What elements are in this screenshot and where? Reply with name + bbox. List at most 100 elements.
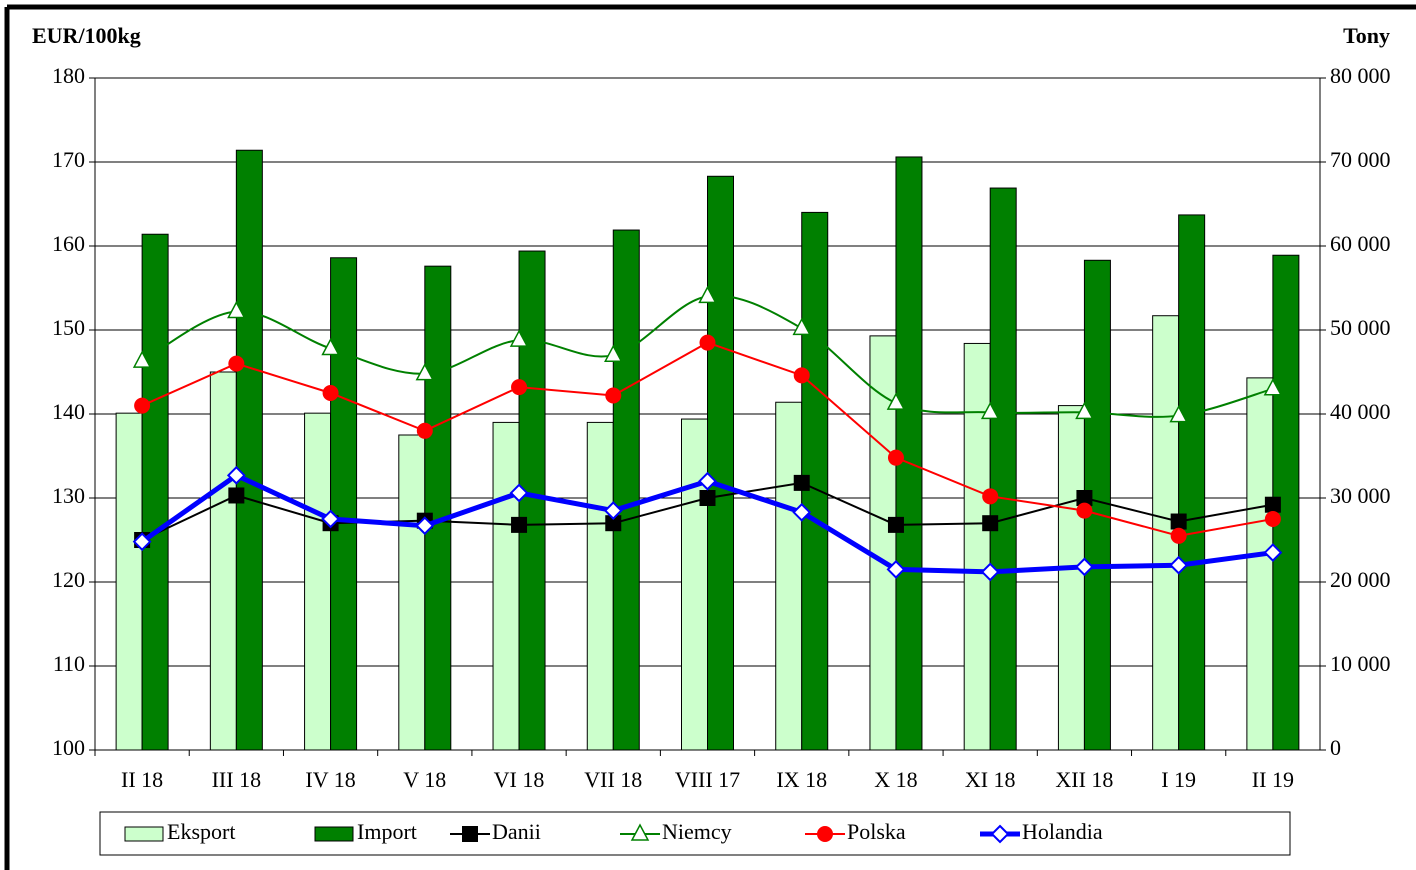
bar [209, 371, 237, 751]
marker [322, 385, 339, 401]
marker [1169, 555, 1189, 575]
legend-label: Niemcy [662, 819, 732, 844]
marker [792, 317, 811, 336]
marker [980, 562, 1000, 582]
x-tick-label: VII 18 [584, 767, 642, 792]
bar [963, 342, 991, 751]
x-tick-label: VI 18 [494, 767, 545, 792]
marker [793, 367, 810, 384]
bar [398, 434, 426, 751]
y2-tick-label: 80 000 [1330, 63, 1391, 88]
bar [330, 257, 358, 751]
marker [699, 490, 716, 506]
marker [698, 285, 717, 304]
legend [99, 811, 1291, 856]
marker [511, 516, 528, 533]
marker [1075, 401, 1094, 420]
bar [586, 421, 614, 751]
bar [304, 412, 332, 751]
marker [134, 397, 151, 414]
legend-marker [462, 826, 478, 842]
x-tick-label: V 18 [403, 767, 446, 792]
marker [1169, 405, 1188, 423]
marker [698, 471, 717, 491]
marker [1263, 378, 1283, 396]
marker [1170, 527, 1187, 544]
bar [1246, 377, 1274, 751]
y2-tick-label: 70 000 [1330, 147, 1391, 172]
marker [603, 501, 623, 521]
marker [416, 422, 433, 439]
legend-swatch [124, 826, 164, 842]
x-tick-label: XII 18 [1055, 767, 1113, 792]
bar [612, 229, 640, 751]
marker [1076, 502, 1093, 519]
legend-label: Holandia [1022, 819, 1103, 844]
marker [699, 334, 716, 351]
marker [509, 483, 529, 503]
x-tick-label: I 19 [1161, 767, 1196, 792]
marker [1075, 557, 1094, 577]
marker [132, 350, 152, 368]
marker [792, 502, 812, 522]
y2-tick-label: 50 000 [1330, 315, 1391, 340]
marker [321, 509, 340, 529]
legend-label: Polska [847, 819, 906, 844]
x-tick-label: IV 18 [305, 767, 355, 792]
marker [604, 344, 623, 362]
marker [886, 392, 906, 410]
legend-swatch [314, 826, 354, 842]
marker [887, 449, 904, 466]
x-tick-label: X 18 [874, 767, 917, 792]
marker [415, 516, 435, 536]
marker [887, 516, 904, 533]
y2-tick-label: 30 000 [1330, 483, 1391, 508]
x-tick-label: II 19 [1252, 767, 1294, 792]
x-tick-label: III 18 [212, 767, 261, 792]
y-tick-label: 180 [52, 63, 85, 88]
y2-axis-title: Tony [1343, 23, 1390, 48]
bar [707, 175, 734, 751]
bar [989, 187, 1017, 751]
y-tick-label: 120 [52, 567, 85, 592]
x-tick-label: VIII 17 [675, 767, 740, 792]
bar [492, 421, 520, 751]
y-tick-label: 100 [52, 735, 85, 760]
marker [415, 363, 435, 381]
bar [681, 418, 708, 751]
y-tick-label: 110 [53, 651, 85, 676]
y2-tick-label: 20 000 [1330, 567, 1391, 592]
legend-label: Import [357, 819, 417, 844]
marker [226, 465, 246, 485]
y2-tick-label: 60 000 [1330, 231, 1391, 256]
bar [518, 250, 546, 751]
legend-label: Danii [492, 819, 541, 844]
marker [793, 474, 810, 491]
bar [775, 401, 803, 751]
marker [227, 300, 246, 319]
marker [1264, 496, 1281, 513]
x-tick-label: II 18 [121, 767, 163, 792]
marker [321, 337, 340, 356]
legend-marker [817, 826, 833, 842]
marker [228, 487, 245, 504]
y-tick-label: 170 [52, 147, 85, 172]
x-tick-label: XI 18 [965, 767, 1016, 792]
bar [869, 335, 897, 751]
marker [980, 401, 1000, 420]
marker [1170, 513, 1187, 530]
marker [982, 488, 999, 505]
y-tick-label: 150 [52, 315, 85, 340]
marker [605, 387, 622, 404]
marker [509, 329, 529, 347]
y2-tick-label: 40 000 [1330, 399, 1391, 424]
y-tick-label: 160 [52, 231, 85, 256]
marker [1264, 511, 1281, 527]
bar [115, 412, 143, 751]
bar [141, 233, 169, 751]
marker [886, 559, 906, 579]
bar [235, 149, 263, 751]
x-tick-label: IX 18 [776, 767, 827, 792]
legend-marker [630, 823, 650, 841]
